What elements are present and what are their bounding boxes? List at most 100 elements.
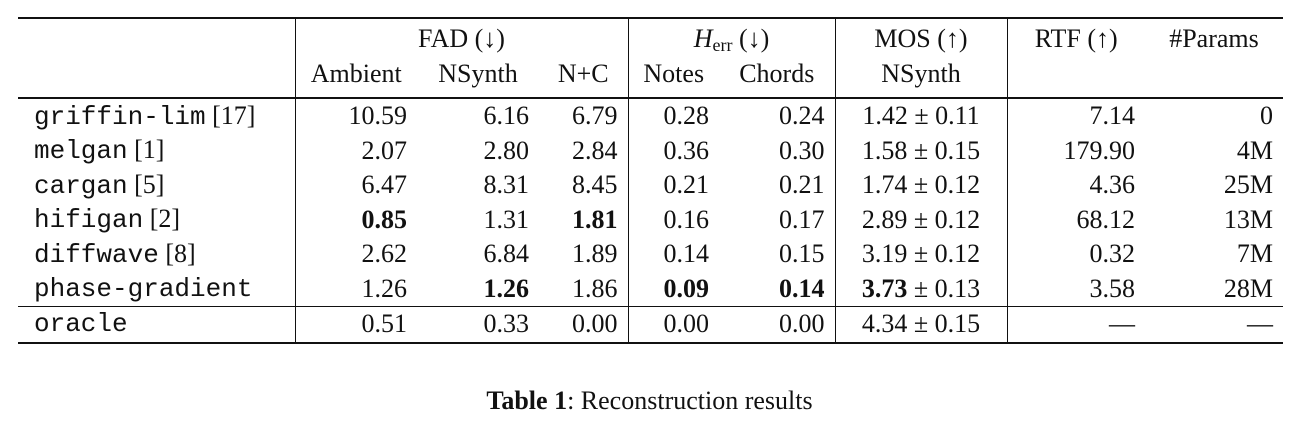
fad-nc-cell: 1.86 [572,273,618,303]
fad-nc-cell: 8.45 [572,170,618,200]
mos-sd: 0.15 [934,135,981,165]
fad-nc-cell: 2.84 [572,135,618,165]
method-cell: melgan [1] [18,134,295,169]
params-cell: — [1145,306,1283,344]
method-cell: oracle [18,306,295,344]
herr-notes-cell: 0.28 [627,98,719,134]
method-ref: [5] [127,169,165,199]
subheader-empty-cell [18,59,295,99]
header-row-groups: FAD (↓) Herr (↓) MOS (↑) RTF (↑) #Params [18,17,1283,59]
subheader-rtf-empty [1006,59,1145,99]
rtf-cell: — [1006,306,1145,344]
header-row-subcolumns: Ambient NSynth N+C Notes Chords NSynth [18,59,1283,99]
herr-notes-cell: 0.16 [627,202,719,237]
fad-nsynth-cell: 8.31 [483,170,530,200]
params-cell: 7M [1236,239,1273,269]
method-name: cargan [34,170,128,201]
fad-ambient-cell: 0.51 [294,306,417,344]
fad-nc-cell: 1.89 [572,239,618,269]
method-cell: phase-gradient [18,272,295,307]
mos-sd: 0.12 [934,239,981,269]
mos-pm: ± [907,135,935,165]
mos-sd: 0.11 [935,101,980,131]
method-ref: [1] [127,135,165,165]
mos-cell: 1.58 ± 0.15 [834,133,1007,168]
header-herr: Herr (↓) [627,17,835,59]
rtf-cell: 179.90 [1006,133,1145,168]
mos-pm: ± [907,204,935,234]
rtf-cell: 7.14 [1006,98,1145,134]
mos-mean: 1.74 [861,170,908,200]
fad-nc-cell-best: 1.81 [572,204,618,234]
subheader-nsynth: NSynth [417,59,539,99]
herr-notes-cell-best: 0.09 [627,271,719,307]
mos-pm: ± [907,239,935,269]
mos-mean-best: 3.73 [861,273,908,303]
mos-pm: ± [907,273,935,303]
herr-chords-cell: 0.21 [779,170,825,200]
method-cell: cargan [5] [18,168,295,203]
mos-mean: 3.19 [861,239,908,269]
herr-notes-cell: 0.21 [627,168,719,203]
fad-ambient-cell: 1.26 [294,271,417,307]
fad-ambient-cell: 2.62 [294,237,417,272]
mos-mean: 2.89 [861,204,908,234]
herr-notes-cell: 0.14 [627,237,719,272]
herr-subscript: err [712,35,733,55]
header-params: #Params [1145,17,1283,59]
herr-chords-cell: 0.30 [779,135,825,165]
method-name: hifigan [34,205,144,236]
herr-chords-cell-best: 0.14 [779,273,825,303]
params-cell: 4M [1236,135,1273,165]
fad-nsynth-cell-best: 1.26 [483,273,530,303]
method-name: diffwave [34,239,159,270]
rtf-cell: 3.58 [1006,271,1145,307]
mos-sd: 0.12 [934,170,981,200]
table-row: diffwave [8] 2.62 6.84 1.89 0.14 0.15 3.… [18,237,1283,272]
mos-pm: ± [907,101,936,131]
params-cell: 25M [1223,170,1273,200]
subheader-nc: N+C [539,59,628,99]
rtf-cell: 68.12 [1006,202,1145,237]
rtf-cell: 4.36 [1006,168,1145,203]
table-row: phase-gradient 1.26 1.26 1.86 0.09 0.14 … [18,271,1283,307]
fad-ambient-cell: 6.47 [294,168,417,203]
header-fad: FAD (↓) [294,17,628,59]
fad-nsynth-cell: 6.84 [483,239,530,269]
method-name: griffin-lim [34,101,206,132]
fad-nsynth-cell: 2.80 [483,135,530,165]
herr-symbol: H [693,24,713,53]
params-cell: 13M [1223,204,1273,234]
header-mos: MOS (↑) [834,17,1007,59]
mos-cell: 1.42 ± 0.11 [834,98,1007,134]
method-ref: [17] [205,100,256,130]
mos-mean: 1.58 [861,135,908,165]
method-ref: [2] [143,204,181,234]
caption-text: : Reconstruction results [567,386,813,415]
method-name: phase-gradient [34,274,253,305]
mos-cell: 3.73 ± 0.13 [834,271,1007,307]
subheader-chords: Chords [719,59,835,99]
mos-sd: 0.12 [934,204,981,234]
method-cell: hifigan [2] [18,203,295,238]
results-table: FAD (↓) Herr (↓) MOS (↑) RTF (↑) #Params… [18,17,1283,344]
herr-notes-cell: 0.36 [627,133,719,168]
table-row: hifigan [2] 0.85 1.31 1.81 0.16 0.17 2.8… [18,202,1283,238]
method-cell: diffwave [8] [18,237,295,272]
herr-chords-cell: 0.00 [719,306,835,344]
mos-cell: 4.34 ± 0.15 [834,306,1007,344]
fad-nsynth-cell: 6.16 [483,101,530,131]
fad-ambient-cell-best: 0.85 [294,202,417,237]
mos-cell: 2.89 ± 0.12 [834,202,1007,237]
caption-label: Table 1 [486,386,568,415]
method-name: oracle [34,309,128,340]
fad-nsynth-cell: 0.33 [417,306,539,344]
herr-notes-cell: 0.00 [627,306,719,344]
herr-chords-cell: 0.17 [779,204,825,234]
method-ref: [8] [158,238,196,268]
fad-nc-cell: 6.79 [572,101,618,131]
table-row: melgan [1] 2.07 2.80 2.84 0.36 0.30 1.58… [18,133,1283,169]
method-name: melgan [34,136,128,167]
method-cell: griffin-lim [17] [18,98,295,134]
mos-pm: ± [907,170,935,200]
